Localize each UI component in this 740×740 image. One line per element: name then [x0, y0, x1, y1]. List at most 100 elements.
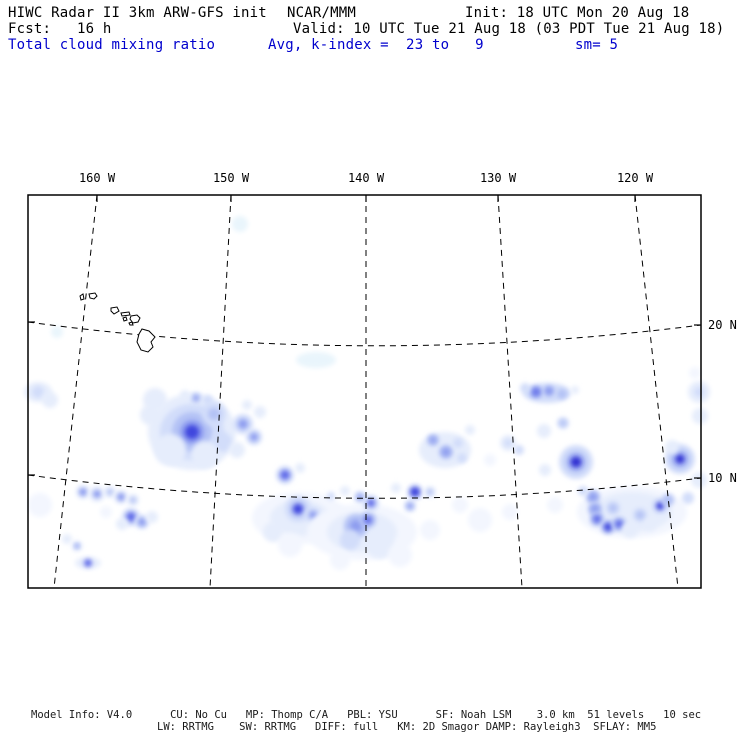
meridian-line — [53, 194, 98, 589]
cloud-blob — [208, 408, 220, 420]
cloud-blob — [62, 534, 72, 544]
cloud-blob — [502, 504, 518, 520]
cloud-blob — [138, 518, 146, 526]
cloud-blob — [51, 326, 63, 338]
cloud-blob — [430, 437, 436, 443]
cloud-blob — [391, 483, 401, 493]
cloud-blob — [296, 352, 336, 368]
cloud-blob — [457, 453, 467, 463]
cloud-blob — [79, 488, 87, 496]
cloud-blob — [593, 515, 601, 523]
k-index-info: Avg, k-index = 23 to 9 — [268, 37, 484, 53]
cloud-blob — [388, 543, 412, 567]
cloud-blob — [442, 448, 450, 456]
cloud-blob — [185, 425, 199, 439]
cloud-blob — [367, 499, 375, 507]
forecast-hour: Fcst: 16 h — [8, 21, 112, 37]
island-outline — [128, 321, 134, 326]
map-border — [27, 194, 702, 589]
island-outline — [88, 292, 98, 300]
cloud-blob — [676, 455, 684, 463]
cloud-blob — [410, 487, 420, 497]
hawaiian-islands-coastline — [79, 292, 156, 353]
model-config-line2: LW: RRTMG SW: RRTMG DIFF: full KM: 2D Sm… — [157, 721, 657, 733]
longitude-label: 150 W — [212, 171, 250, 185]
cloud-blob — [100, 506, 112, 518]
cloud-blob — [238, 419, 248, 429]
cloud-blob — [615, 520, 623, 528]
cloud-blob — [557, 389, 567, 399]
org-name: NCAR/MMM — [287, 5, 357, 21]
cloud-blob — [589, 493, 597, 501]
cloud-blob — [452, 497, 468, 513]
cloud-blob — [191, 441, 219, 469]
cloud-blob — [520, 383, 530, 393]
cloud-blob — [28, 493, 52, 517]
cloud-blob — [357, 494, 363, 500]
cloud-blob — [692, 408, 708, 424]
field-name: Total cloud mixing ratio — [8, 37, 216, 53]
cloud-blob — [93, 490, 101, 498]
cloud-blob — [571, 386, 579, 394]
cloud-blob — [544, 386, 554, 396]
cloud-blob — [263, 522, 283, 542]
island-outline — [122, 316, 128, 322]
cloud-blob — [340, 486, 350, 496]
longitude-label: 160 W — [78, 171, 116, 185]
cloud-blob — [278, 533, 302, 557]
model-config-line1: Model Info: V4.0 CU: No Cu MP: Thomp C/A… — [31, 709, 702, 721]
cloud-blob — [117, 493, 125, 501]
cloud-blob — [427, 489, 433, 495]
cloud-blob — [591, 505, 599, 513]
island-outline — [136, 328, 156, 353]
cloud-blob — [350, 520, 362, 532]
cloud-blob — [514, 445, 524, 455]
cloud-blob — [420, 520, 440, 540]
map-frame — [27, 194, 702, 589]
cloud-blob — [465, 425, 475, 435]
latitude-label: 20 N — [708, 318, 737, 332]
cloud-blob — [537, 424, 551, 438]
cloud-blob — [203, 395, 213, 405]
cloud-blob — [180, 390, 190, 400]
cloud-blob — [309, 511, 317, 519]
cloud-blob — [193, 395, 199, 401]
cloud-blob — [229, 442, 245, 458]
cloud-blob — [327, 492, 335, 500]
cloud-blob — [547, 497, 563, 513]
cloud-blob — [571, 457, 581, 467]
meridian-line — [209, 194, 232, 589]
valid-time: Valid: 10 UTC Tue 21 Aug 18 (03 PDT Tue … — [293, 21, 725, 37]
cloud-blob — [644, 519, 656, 531]
init-time: Init: 18 UTC Mon 20 Aug 18 — [465, 5, 690, 21]
cloud-blob — [242, 400, 252, 410]
model-title: HIWC Radar II 3km ARW-GFS init — [8, 5, 267, 21]
cloud-blob — [665, 440, 679, 454]
cloud-blob — [504, 439, 512, 447]
cloud-blob — [32, 386, 44, 398]
longitude-label: 130 W — [479, 171, 517, 185]
cloud-blob — [636, 511, 644, 519]
island-outline — [120, 311, 131, 317]
cloud-blob — [75, 544, 79, 548]
cloud-blob — [609, 504, 617, 512]
cloud-blob — [254, 406, 266, 418]
cloud-blob — [453, 438, 463, 448]
smoothing-info: sm= 5 — [575, 37, 619, 53]
cloud-blob — [689, 367, 701, 379]
cloud-blob — [146, 511, 158, 523]
cloud-blob — [484, 454, 496, 466]
cloud-blob — [533, 389, 539, 395]
cloud-blob — [682, 492, 694, 504]
island-outline — [110, 306, 120, 315]
cloud-blob — [656, 502, 664, 510]
cloud-blob — [560, 420, 566, 426]
island-outline — [79, 293, 85, 301]
parallel-line — [27, 321, 702, 347]
meridian-line — [497, 194, 523, 589]
cloud-blob — [154, 434, 186, 466]
cloud-blob — [42, 392, 58, 408]
cloud-blob — [293, 504, 303, 514]
